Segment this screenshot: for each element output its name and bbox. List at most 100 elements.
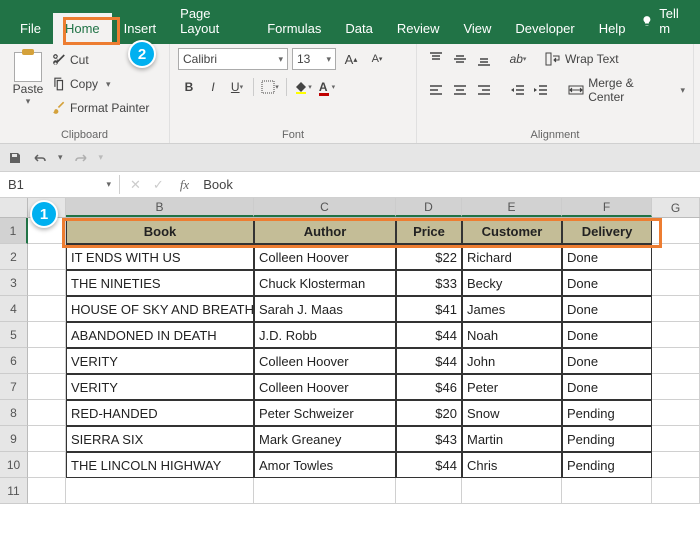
row-header[interactable]: 6 [0, 348, 28, 374]
cell[interactable] [28, 348, 66, 374]
bold-button[interactable]: B [178, 76, 200, 98]
cell[interactable]: Author [254, 218, 396, 244]
cell[interactable] [28, 244, 66, 270]
fx-icon[interactable]: fx [174, 177, 195, 193]
cell[interactable] [562, 478, 652, 504]
fill-color-button[interactable]: ▾ [292, 76, 314, 98]
cell[interactable]: ABANDONED IN DEATH [66, 322, 254, 348]
cell[interactable] [28, 426, 66, 452]
column-header[interactable]: C [254, 198, 396, 217]
cell[interactable]: Becky [462, 270, 562, 296]
select-all-corner[interactable] [0, 198, 28, 217]
row-header[interactable]: 10 [0, 452, 28, 478]
save-icon[interactable] [8, 151, 22, 165]
row-header[interactable]: 7 [0, 374, 28, 400]
enter-formula-icon[interactable]: ✓ [153, 177, 164, 193]
cell[interactable]: Noah [462, 322, 562, 348]
cell[interactable]: Pending [562, 452, 652, 478]
cell[interactable]: Done [562, 374, 652, 400]
cell[interactable] [652, 244, 700, 270]
cell[interactable]: Pending [562, 400, 652, 426]
cell[interactable]: VERITY [66, 348, 254, 374]
cell[interactable]: Delivery [562, 218, 652, 244]
align-right-button[interactable] [473, 79, 495, 101]
cell[interactable]: Snow [462, 400, 562, 426]
cell[interactable]: J.D. Robb [254, 322, 396, 348]
cell[interactable] [28, 478, 66, 504]
borders-button[interactable]: ▾ [259, 76, 281, 98]
cell[interactable]: Colleen Hoover [254, 244, 396, 270]
cell[interactable]: Customer [462, 218, 562, 244]
cell[interactable]: SIERRA SIX [66, 426, 254, 452]
tab-review[interactable]: Review [385, 13, 452, 44]
align-top-button[interactable] [425, 48, 447, 70]
align-middle-button[interactable] [449, 48, 471, 70]
cell[interactable]: THE NINETIES [66, 270, 254, 296]
cell[interactable]: Chuck Klosterman [254, 270, 396, 296]
cell[interactable] [396, 478, 462, 504]
column-header[interactable]: F [562, 198, 652, 217]
cell[interactable] [462, 478, 562, 504]
font-color-button[interactable]: A▾ [316, 76, 338, 98]
cell[interactable]: Done [562, 296, 652, 322]
italic-button[interactable]: I [202, 76, 224, 98]
cell[interactable]: Mark Greaney [254, 426, 396, 452]
cell[interactable]: $44 [396, 348, 462, 374]
tab-developer[interactable]: Developer [503, 13, 586, 44]
cell[interactable]: $20 [396, 400, 462, 426]
cell[interactable]: Colleen Hoover [254, 374, 396, 400]
cell[interactable] [28, 374, 66, 400]
cell[interactable]: Martin [462, 426, 562, 452]
decrease-font-button[interactable]: A▾ [366, 48, 388, 70]
cell[interactable]: Sarah J. Maas [254, 296, 396, 322]
name-box[interactable]: B1▾ [0, 175, 120, 194]
tab-page-layout[interactable]: Page Layout [168, 0, 255, 44]
column-header[interactable]: D [396, 198, 462, 217]
align-bottom-button[interactable] [473, 48, 495, 70]
cell[interactable] [28, 322, 66, 348]
font-size-select[interactable]: 13▾ [292, 48, 336, 70]
undo-icon[interactable] [32, 151, 48, 165]
column-header[interactable]: G [652, 198, 700, 217]
row-header[interactable]: 8 [0, 400, 28, 426]
copy-button[interactable]: Copy▾ [52, 74, 149, 94]
cell[interactable] [652, 296, 700, 322]
cell[interactable] [652, 348, 700, 374]
tab-formulas[interactable]: Formulas [255, 13, 333, 44]
cell[interactable] [28, 270, 66, 296]
cell[interactable] [652, 426, 700, 452]
cell[interactable]: Chris [462, 452, 562, 478]
cell[interactable]: Price [396, 218, 462, 244]
merge-center-button[interactable]: Merge & Center▾ [568, 76, 685, 104]
row-header[interactable]: 9 [0, 426, 28, 452]
redo-icon[interactable] [73, 151, 89, 165]
tab-file[interactable]: File [8, 13, 53, 44]
cell[interactable] [652, 374, 700, 400]
tab-help[interactable]: Help [587, 13, 638, 44]
cell[interactable]: Colleen Hoover [254, 348, 396, 374]
cell[interactable]: Done [562, 270, 652, 296]
row-header[interactable]: 2 [0, 244, 28, 270]
cell[interactable] [652, 218, 700, 244]
increase-indent-button[interactable] [531, 79, 553, 101]
cell[interactable] [28, 452, 66, 478]
cell[interactable]: Richard [462, 244, 562, 270]
cell[interactable]: HOUSE OF SKY AND BREATH [66, 296, 254, 322]
cell[interactable]: $22 [396, 244, 462, 270]
cell[interactable]: $44 [396, 452, 462, 478]
row-header[interactable]: 1 [0, 218, 28, 244]
cell[interactable]: Done [562, 322, 652, 348]
cell[interactable]: $41 [396, 296, 462, 322]
cell[interactable]: John [462, 348, 562, 374]
cell[interactable]: $44 [396, 322, 462, 348]
decrease-indent-button[interactable] [507, 79, 529, 101]
row-header[interactable]: 5 [0, 322, 28, 348]
cell[interactable]: $43 [396, 426, 462, 452]
tab-data[interactable]: Data [333, 13, 384, 44]
cell[interactable] [652, 270, 700, 296]
cell[interactable]: Book [66, 218, 254, 244]
font-name-select[interactable]: Calibri▾ [178, 48, 288, 70]
cell[interactable]: $33 [396, 270, 462, 296]
align-center-button[interactable] [449, 79, 471, 101]
format-painter-button[interactable]: Format Painter [52, 98, 149, 118]
